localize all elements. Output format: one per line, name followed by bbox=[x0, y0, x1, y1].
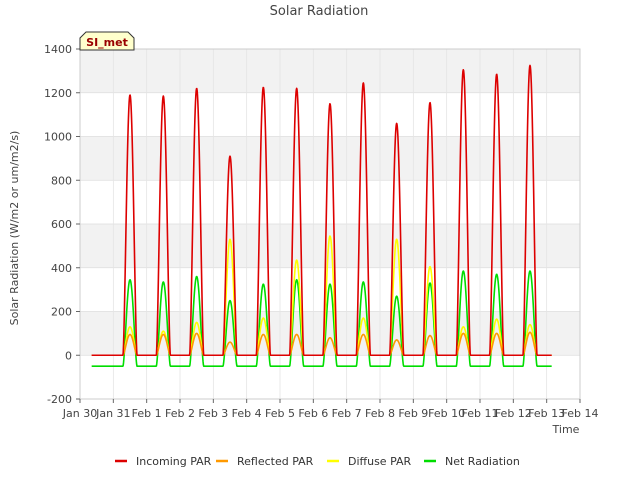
x-tick-label: Feb 1 bbox=[132, 407, 162, 420]
y-tick-label: 1000 bbox=[44, 131, 72, 144]
annotation-text: SI_met bbox=[86, 36, 128, 49]
grid-band bbox=[80, 136, 580, 181]
legend: Incoming PAR Reflected PAR Diffuse PAR Net … bbox=[115, 455, 520, 468]
legend-label: Reflected PAR bbox=[237, 455, 314, 468]
y-axis-label: Solar Radiation (W/m2 or um/m2/s) bbox=[8, 131, 21, 326]
y-tick-label: 1400 bbox=[44, 43, 72, 56]
x-tick-label: Feb 9 bbox=[398, 407, 428, 420]
x-tick-label: Feb 8 bbox=[365, 407, 395, 420]
y-tick-label: 1200 bbox=[44, 87, 72, 100]
grid-band bbox=[80, 49, 580, 93]
y-tick-label: 600 bbox=[51, 218, 72, 231]
grid-band bbox=[80, 224, 580, 268]
chart-title: Solar Radiation bbox=[270, 4, 369, 19]
x-tick-label: Feb 4 bbox=[232, 407, 262, 420]
y-tick-label: 400 bbox=[51, 262, 72, 275]
x-tick-label: Jan 30 bbox=[62, 407, 97, 420]
x-tick-label: Feb 11 bbox=[462, 407, 499, 420]
x-tick-label: Feb 3 bbox=[198, 407, 228, 420]
x-axis-label: Time bbox=[552, 423, 580, 436]
site-annotation: SI_met bbox=[79, 31, 135, 51]
x-tick-label: Feb 10 bbox=[428, 407, 465, 420]
legend-label: Incoming PAR bbox=[136, 455, 212, 468]
y-tick-label: 200 bbox=[51, 306, 72, 319]
y-tick-label: 0 bbox=[65, 349, 72, 362]
series-lines bbox=[91, 64, 553, 367]
y-tick-label: 800 bbox=[51, 174, 72, 187]
legend-label: Diffuse PAR bbox=[348, 455, 412, 468]
x-tick-label: Feb 13 bbox=[528, 407, 565, 420]
x-tick-label: Feb 12 bbox=[495, 407, 532, 420]
series-line-net-radiation bbox=[91, 270, 553, 367]
x-tick-label: Feb 6 bbox=[298, 407, 328, 420]
x-tick-label: Feb 14 bbox=[562, 407, 599, 420]
x-tick-label: Feb 2 bbox=[165, 407, 195, 420]
x-tick-label: Feb 7 bbox=[332, 407, 362, 420]
x-tick-label: Jan 31 bbox=[95, 407, 130, 420]
legend-label: Net Radiation bbox=[445, 455, 520, 468]
series-line-incoming-par bbox=[91, 64, 553, 357]
x-tick-label: Feb 5 bbox=[265, 407, 295, 420]
grid-band bbox=[80, 311, 580, 356]
annotation-box bbox=[79, 31, 135, 51]
y-axis: -200 0 200 400 600 800 1000 1200 1400 bbox=[44, 43, 80, 406]
y-tick-label: -200 bbox=[47, 393, 72, 406]
